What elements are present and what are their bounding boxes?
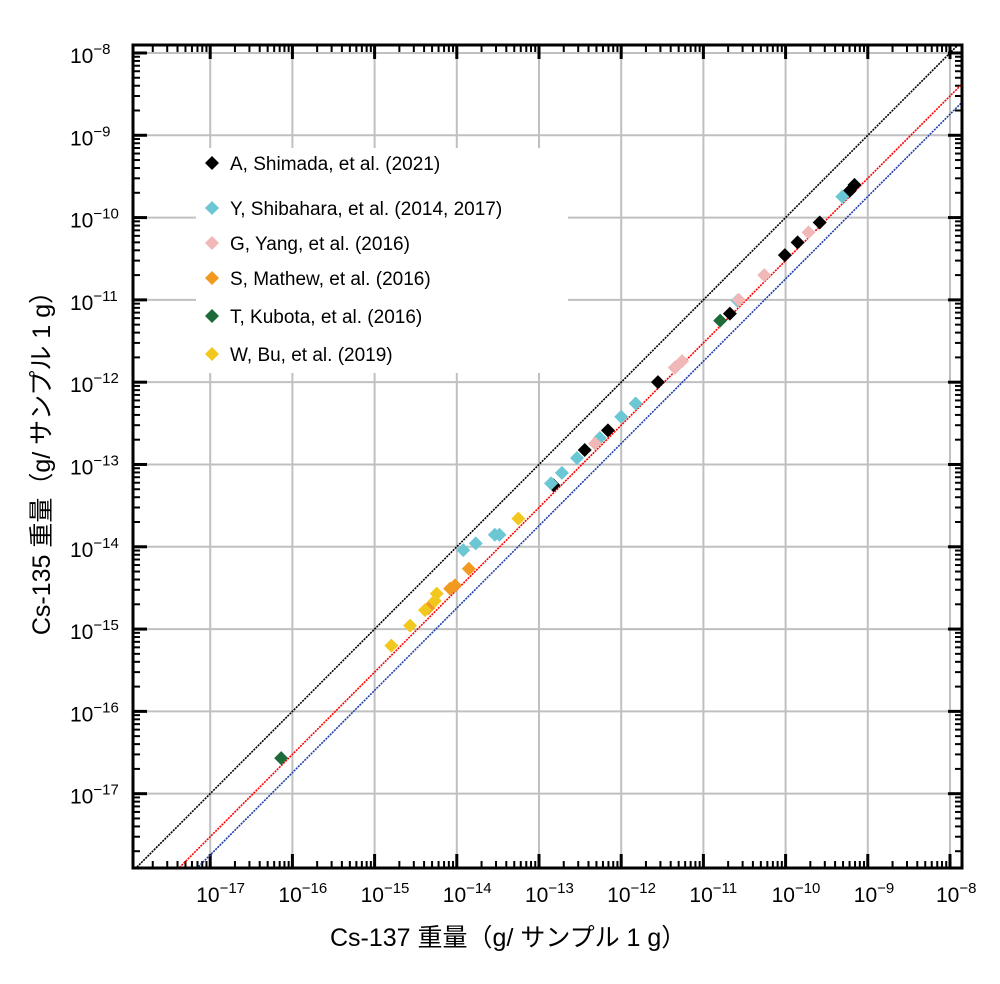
data-point: [554, 465, 569, 480]
y-tick-label: 10−13: [70, 452, 119, 479]
data-point: [628, 396, 643, 411]
data-point: [577, 442, 592, 457]
y-tick-exponent: −13: [93, 452, 118, 469]
legend-label: G, Yang, et al. (2016): [230, 234, 410, 255]
data-point: [544, 476, 559, 491]
x-tick-exponent: −15: [384, 880, 409, 897]
x-tick-exponent: −12: [631, 880, 656, 897]
y-tick-label: 10−16: [70, 699, 119, 726]
x-tick-exponent: −17: [220, 880, 245, 897]
legend-label: W, Bu, et al. (2019): [230, 345, 393, 366]
legend-marker: [205, 271, 219, 285]
data-point: [427, 593, 442, 608]
x-tick-label: 10−11: [689, 880, 737, 907]
x-tick-exponent: −8: [959, 880, 976, 897]
data-point: [384, 638, 399, 653]
x-tick-exponent: −9: [877, 880, 894, 897]
y-tick-label: 10−8: [70, 41, 110, 68]
legend-label: A, Shimada, et al. (2021): [230, 154, 440, 175]
data-point: [667, 360, 682, 375]
x-tick-label: 10−14: [443, 880, 492, 907]
x-tick-label: 10−15: [361, 880, 410, 907]
data-point: [835, 189, 850, 204]
y-tick-exponent: −10: [93, 206, 118, 223]
y-tick-label: 10−11: [70, 288, 118, 315]
reference-line: [196, 101, 962, 868]
y-tick-label: 10−10: [70, 206, 119, 233]
legend-marker: [205, 236, 219, 250]
y-tick-exponent: −11: [93, 288, 117, 305]
data-point: [722, 306, 737, 321]
y-tick-exponent: −17: [93, 782, 118, 799]
y-tick-label: 10−15: [70, 617, 119, 644]
data-point: [731, 292, 746, 307]
legend-label: S, Mathew, et al. (2016): [230, 269, 431, 290]
data-point: [600, 423, 615, 438]
y-tick-exponent: −12: [93, 370, 118, 387]
y-tick-exponent: −8: [93, 41, 110, 58]
data-point: [713, 313, 728, 328]
x-tick-exponent: −13: [548, 880, 573, 897]
data-point: [443, 581, 458, 596]
x-tick-exponent: −14: [466, 880, 491, 897]
data-point: [614, 409, 629, 424]
data-point: [587, 436, 602, 451]
x-tick-exponent: −10: [795, 880, 820, 897]
x-axis-label: Cs-137 重量（g/ サンプル 1 g）: [330, 924, 687, 952]
data-point: [403, 618, 418, 633]
data-point: [417, 603, 432, 618]
data-point: [468, 536, 483, 551]
x-tick-label: 10−10: [772, 880, 821, 907]
y-tick-exponent: −16: [93, 699, 118, 716]
x-tick-label: 10−16: [278, 880, 327, 907]
x-tick-label: 10−8: [936, 880, 976, 907]
data-point: [777, 248, 792, 263]
data-point: [511, 511, 526, 526]
legend-background: [196, 148, 568, 373]
legend-marker: [205, 309, 219, 323]
y-axis-label: Cs-135 重量（g/ サンプル 1 g）: [28, 278, 56, 636]
reference-line: [134, 45, 960, 868]
y-tick-label: 10−12: [70, 370, 119, 397]
y-tick-exponent: −9: [93, 123, 110, 140]
data-point: [487, 527, 502, 542]
legend-marker: [205, 347, 219, 361]
legend-label: T, Kubota, et al. (2016): [230, 307, 422, 328]
data-point: [274, 751, 289, 766]
legend-marker: [205, 156, 219, 170]
data-point: [801, 225, 816, 240]
y-tick-exponent: −14: [93, 535, 118, 552]
y-tick-label: 10−14: [70, 535, 119, 562]
data-point: [456, 543, 471, 558]
y-tick-label: 10−9: [70, 123, 110, 150]
legend-marker: [205, 201, 219, 215]
y-tick-exponent: −15: [93, 617, 118, 634]
data-point: [757, 268, 772, 283]
data-point: [790, 235, 805, 250]
x-tick-label: 10−13: [525, 880, 574, 907]
data-point: [812, 215, 827, 230]
data-point: [461, 561, 476, 576]
x-tick-label: 10−17: [196, 880, 245, 907]
x-tick-label: 10−9: [854, 880, 894, 907]
x-tick-exponent: −16: [302, 880, 327, 897]
data-point: [650, 375, 665, 390]
x-tick-exponent: −11: [713, 880, 737, 897]
reference-line: [177, 82, 962, 868]
plot-frame: [131, 43, 964, 870]
data-point: [570, 450, 585, 465]
y-tick-label: 10−17: [70, 782, 119, 809]
legend-label: Y, Shibahara, et al. (2014, 2017): [230, 199, 502, 220]
x-tick-label: 10−12: [607, 880, 656, 907]
